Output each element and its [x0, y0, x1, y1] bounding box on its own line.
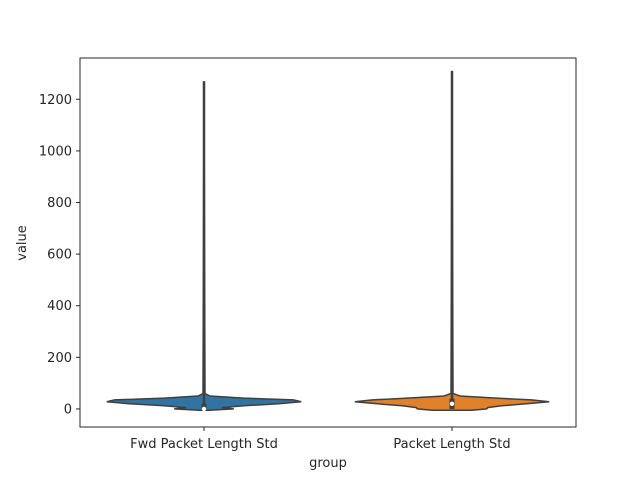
- y-tick-label: 1200: [39, 93, 72, 108]
- violins: [106, 70, 550, 412]
- y-tick-label: 800: [47, 196, 72, 211]
- x-tick-label: Packet Length Std: [393, 437, 510, 452]
- y-tick-label: 200: [47, 351, 72, 366]
- violin-median: [449, 401, 455, 406]
- y-tick-label: 0: [64, 402, 72, 417]
- x-axis-ticks: Fwd Packet Length Std Packet Length Std: [130, 427, 511, 452]
- y-tick-label: 400: [47, 299, 72, 314]
- x-tick-label: Fwd Packet Length Std: [130, 437, 278, 452]
- y-tick-label: 1000: [39, 144, 72, 159]
- y-tick-label: 600: [47, 248, 72, 263]
- x-axis-label: group: [309, 456, 347, 471]
- y-axis-label: value: [15, 225, 30, 261]
- y-axis-ticks: 0 200 400 600 800 1000 1200: [39, 93, 80, 417]
- plot-frame: [79, 57, 577, 428]
- violin-median: [201, 406, 207, 412]
